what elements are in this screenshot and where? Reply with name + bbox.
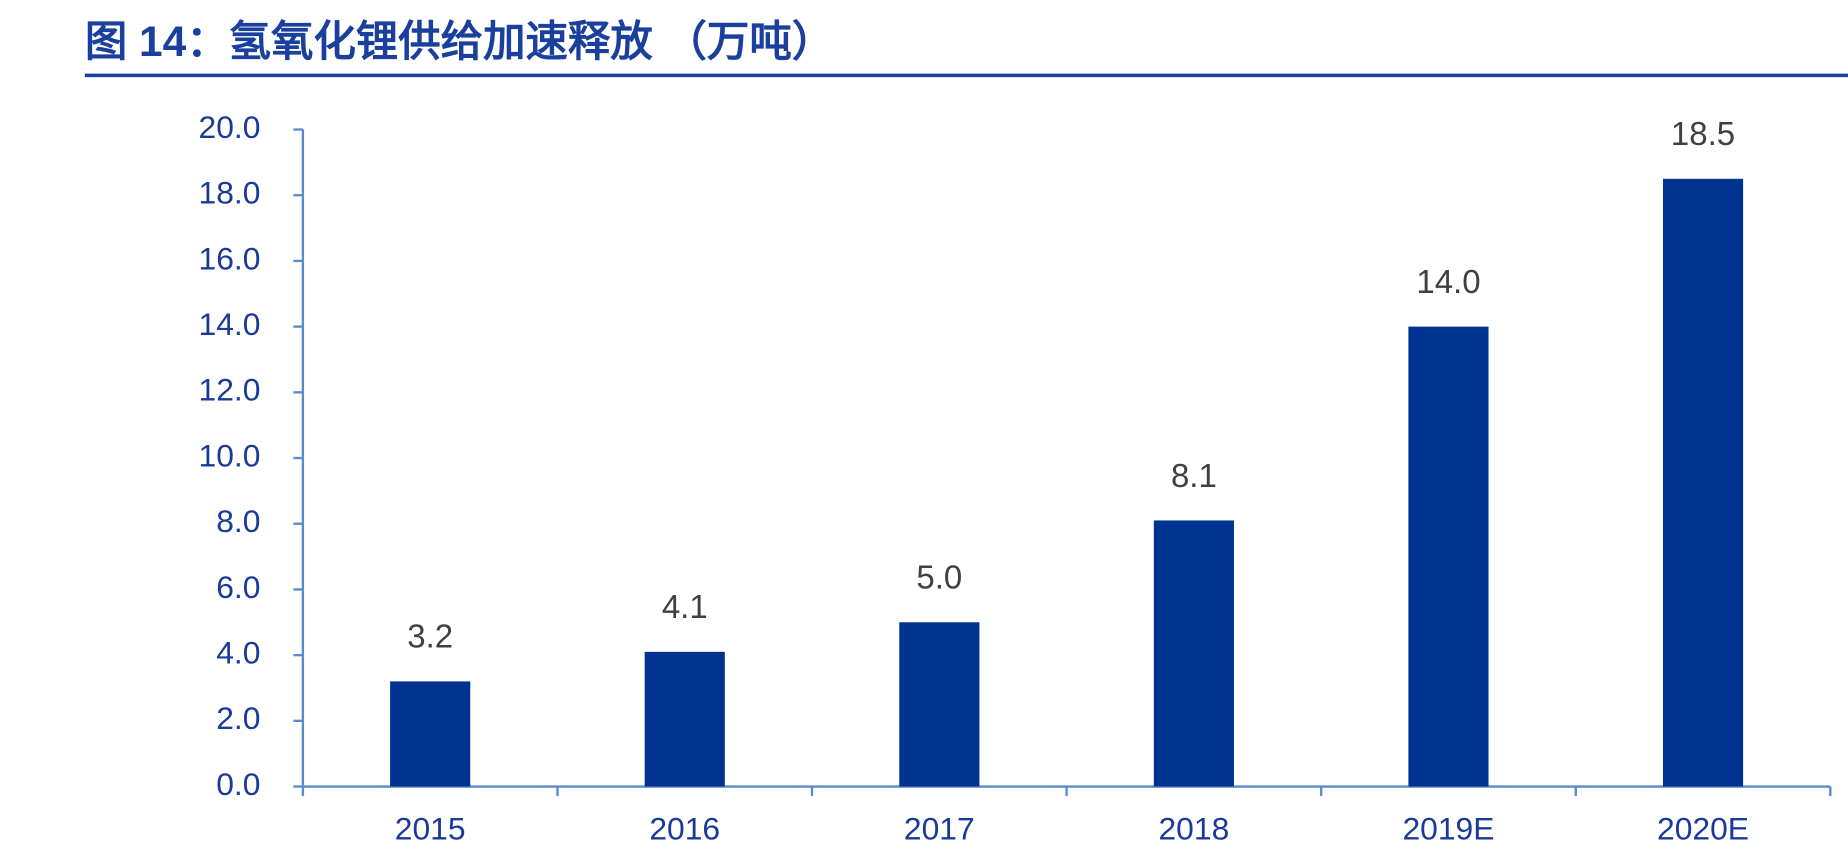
value-label: 4.1 (662, 588, 708, 625)
value-label: 14.0 (1416, 263, 1480, 300)
bar (899, 622, 980, 787)
x-tick-label: 2017 (904, 811, 975, 847)
y-tick-label: 0.0 (216, 766, 260, 802)
value-label: 18.5 (1671, 115, 1735, 152)
y-tick-label: 12.0 (199, 372, 261, 408)
x-tick-label: 2018 (1159, 811, 1230, 847)
y-tick-label: 8.0 (216, 503, 260, 539)
y-tick-label: 10.0 (199, 437, 261, 473)
y-tick-label: 14.0 (199, 306, 261, 342)
bar (644, 651, 725, 787)
y-tick-label: 18.0 (199, 175, 261, 211)
x-tick-label: 2019E (1402, 811, 1494, 847)
y-tick-label: 4.0 (216, 635, 260, 671)
x-tick-label: 2020E (1657, 811, 1749, 847)
y-tick-label: 2.0 (216, 700, 260, 736)
bar (1662, 178, 1744, 787)
bar (390, 681, 471, 787)
value-label: 8.1 (1171, 457, 1217, 494)
y-tick-label: 20.0 (199, 109, 261, 145)
bar (1408, 326, 1489, 787)
x-tick-label: 2016 (649, 811, 720, 847)
y-tick-label: 6.0 (216, 569, 260, 605)
value-label: 3.2 (407, 618, 453, 655)
chart-title: 图 14：氢氧化锂供给加速释放 （万吨） (85, 18, 834, 65)
x-tick-label: 2015 (395, 811, 466, 847)
bar (1153, 520, 1234, 787)
value-label: 5.0 (916, 559, 962, 596)
y-tick-label: 16.0 (199, 240, 261, 276)
